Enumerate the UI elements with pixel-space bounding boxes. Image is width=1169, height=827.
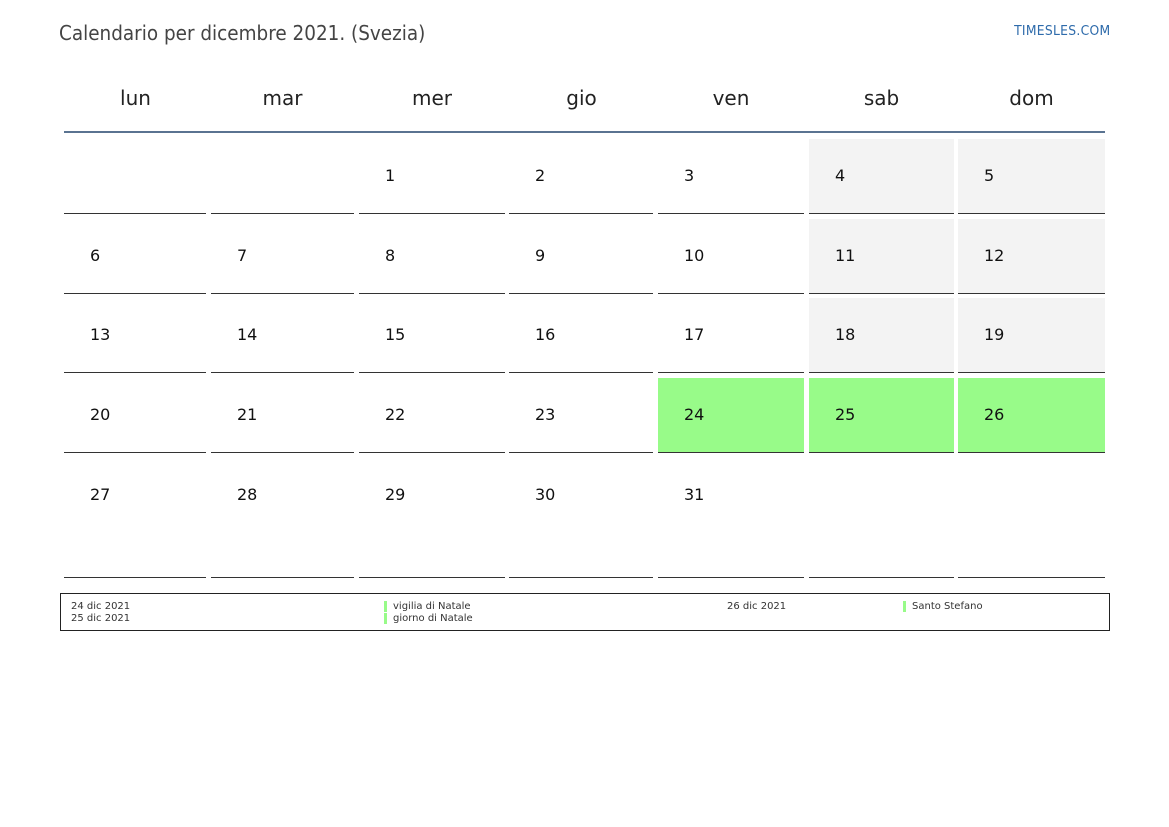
day-cell[interactable]: 7 xyxy=(211,219,354,294)
day-cell[interactable]: 4 xyxy=(809,139,954,214)
day-cell[interactable]: 3 xyxy=(658,139,804,214)
day-number: 6 xyxy=(90,246,101,265)
day-cell[interactable]: 1 xyxy=(359,139,505,214)
day-number: 3 xyxy=(684,166,695,185)
day-cell[interactable]: 28 xyxy=(211,458,354,578)
empty-day-cell xyxy=(211,139,354,214)
day-number: 31 xyxy=(684,485,705,504)
day-cell[interactable]: 12 xyxy=(958,219,1105,294)
day-number: 17 xyxy=(684,325,705,344)
day-number: 30 xyxy=(535,485,556,504)
day-cell[interactable]: 19 xyxy=(958,298,1105,373)
day-number: 28 xyxy=(237,485,258,504)
legend-date-1: 24 dic 2021 xyxy=(71,601,131,612)
day-number: 4 xyxy=(835,166,846,185)
holiday-color-marker xyxy=(903,601,906,612)
day-number: 22 xyxy=(385,405,406,424)
legend-date-3: 26 dic 2021 xyxy=(727,601,787,612)
weekday-tue: mar xyxy=(262,86,303,110)
page-title: Calendario per dicembre 2021. (Svezia) xyxy=(59,21,426,45)
day-cell[interactable]: 20 xyxy=(64,378,206,453)
day-number: 13 xyxy=(90,325,111,344)
day-cell[interactable]: 17 xyxy=(658,298,804,373)
day-number: 9 xyxy=(535,246,546,265)
weekday-header: lun mar mer gio ven sab dom xyxy=(64,76,1105,120)
weekday-thu: gio xyxy=(566,86,597,110)
day-cell[interactable]: 26 xyxy=(958,378,1105,453)
day-cell[interactable]: 8 xyxy=(359,219,505,294)
day-number: 15 xyxy=(385,325,406,344)
empty-day-cell xyxy=(958,458,1105,578)
legend-date-2: 25 dic 2021 xyxy=(71,613,131,624)
day-number: 26 xyxy=(984,405,1005,424)
day-number: 11 xyxy=(835,246,856,265)
day-cell[interactable]: 16 xyxy=(509,298,653,373)
day-cell[interactable]: 18 xyxy=(809,298,954,373)
holiday-color-marker xyxy=(384,613,387,624)
day-cell[interactable]: 5 xyxy=(958,139,1105,214)
day-number: 24 xyxy=(684,405,705,424)
day-number: 16 xyxy=(535,325,556,344)
day-cell[interactable]: 25 xyxy=(809,378,954,453)
day-number: 23 xyxy=(535,405,556,424)
weekday-wed: mer xyxy=(411,86,452,110)
day-cell[interactable]: 10 xyxy=(658,219,804,294)
holiday-legend: 24 dic 2021 vigilia di Natale 25 dic 202… xyxy=(60,593,1110,631)
day-number: 5 xyxy=(984,166,995,185)
day-cell[interactable]: 23 xyxy=(509,378,653,453)
day-cell[interactable]: 30 xyxy=(509,458,653,578)
day-number: 25 xyxy=(835,405,856,424)
header-divider xyxy=(64,131,1105,133)
day-number: 2 xyxy=(535,166,546,185)
day-cell[interactable]: 11 xyxy=(809,219,954,294)
day-number: 20 xyxy=(90,405,111,424)
holiday-color-marker xyxy=(384,601,387,612)
day-number: 19 xyxy=(984,325,1005,344)
day-number: 21 xyxy=(237,405,258,424)
day-cell[interactable]: 6 xyxy=(64,219,206,294)
day-cell[interactable]: 2 xyxy=(509,139,653,214)
day-number: 12 xyxy=(984,246,1005,265)
legend-name-3: Santo Stefano xyxy=(912,601,983,612)
day-cell[interactable]: 22 xyxy=(359,378,505,453)
day-number: 14 xyxy=(237,325,258,344)
empty-day-cell xyxy=(64,139,206,214)
day-cell[interactable]: 29 xyxy=(359,458,505,578)
day-cell[interactable]: 15 xyxy=(359,298,505,373)
day-number: 8 xyxy=(385,246,396,265)
legend-name-1: vigilia di Natale xyxy=(393,601,471,612)
day-cell[interactable]: 27 xyxy=(64,458,206,578)
legend-name-2: giorno di Natale xyxy=(393,613,473,624)
weekday-sat: sab xyxy=(863,86,900,110)
day-number: 27 xyxy=(90,485,111,504)
empty-day-cell xyxy=(809,458,954,578)
weekday-mon: lun xyxy=(120,86,151,110)
day-cell[interactable]: 9 xyxy=(509,219,653,294)
day-number: 29 xyxy=(385,485,406,504)
day-cell[interactable]: 13 xyxy=(64,298,206,373)
day-cell[interactable]: 21 xyxy=(211,378,354,453)
site-link[interactable]: TIMESLES.COM xyxy=(1013,24,1110,39)
weekday-fri: ven xyxy=(712,86,750,110)
day-number: 18 xyxy=(835,325,856,344)
day-cell[interactable]: 24 xyxy=(658,378,804,453)
day-cell[interactable]: 14 xyxy=(211,298,354,373)
weekday-sun: dom xyxy=(1009,86,1054,110)
day-number: 7 xyxy=(237,246,248,265)
day-number: 10 xyxy=(684,246,705,265)
day-number: 1 xyxy=(385,166,396,185)
day-cell[interactable]: 31 xyxy=(658,458,804,578)
